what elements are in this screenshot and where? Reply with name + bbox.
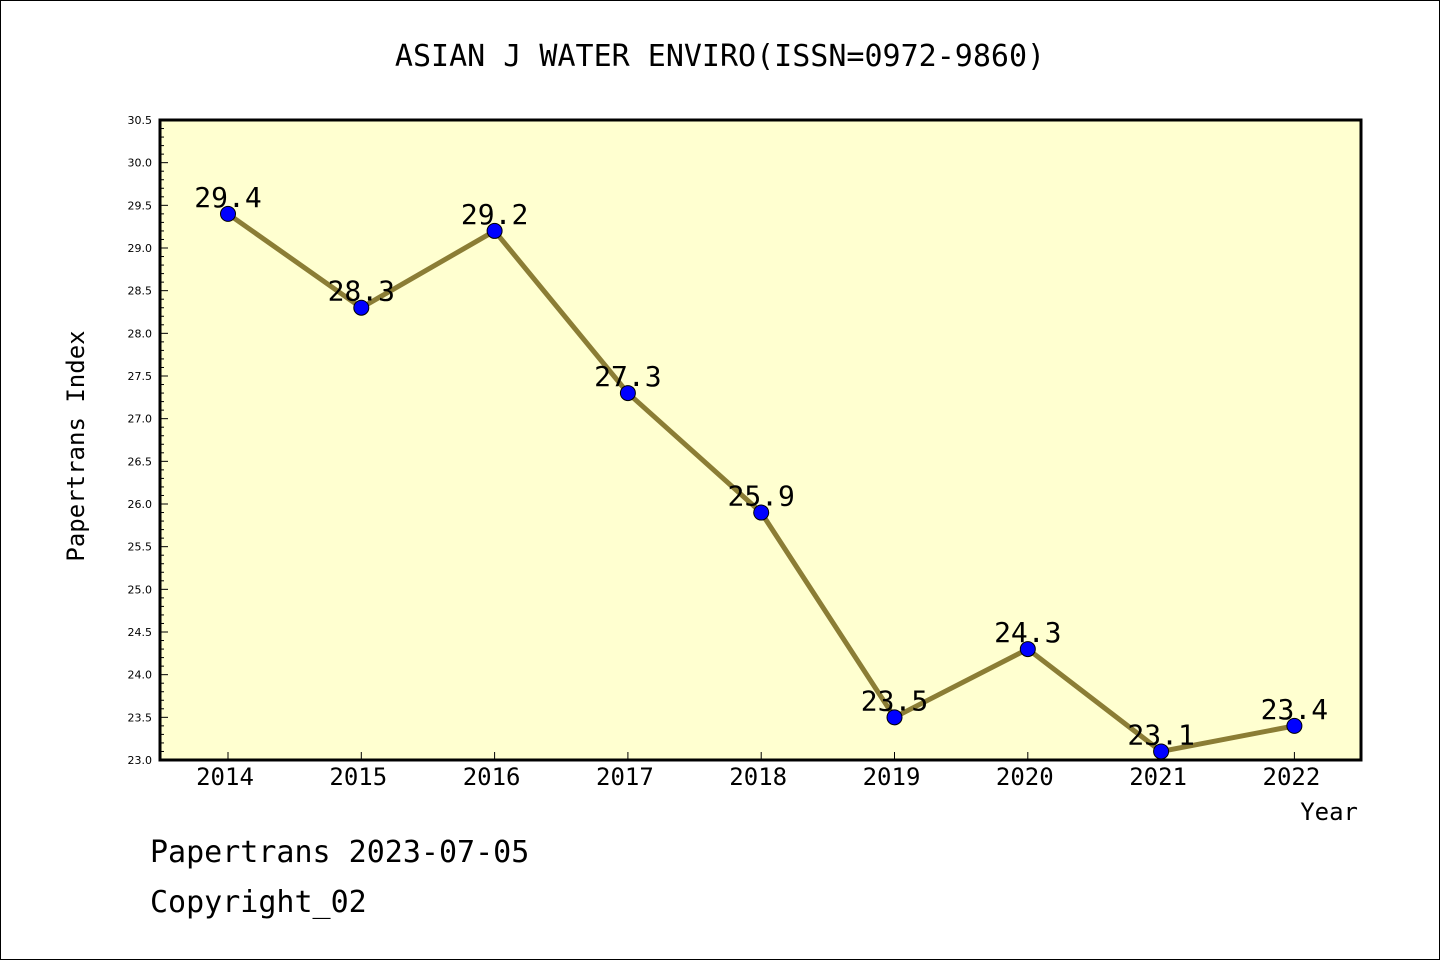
y-tick-label: 28.5 (128, 285, 153, 298)
footer-date: Papertrans 2023-07-05 (150, 835, 530, 870)
x-tick-label: 2015 (329, 763, 387, 791)
x-tick-label: 2014 (196, 763, 254, 791)
y-tick-label: 30.0 (128, 157, 153, 170)
x-axis-ticks: 2014 2015 2016 2017 2018 2019 2020 2021 2022 (196, 752, 1320, 791)
chart-title: ASIAN J WATER ENVIRO(ISSN=0972-9860) (395, 39, 1045, 74)
x-tick-label: 2019 (863, 763, 921, 791)
data-point (220, 205, 236, 222)
data-series (220, 205, 1303, 760)
data-point (353, 299, 370, 316)
data-point (753, 504, 770, 521)
data-label: 28.3 (328, 275, 395, 308)
data-labels: 29.4 28.3 29.2 27.3 25.9 23.5 24.3 23.1 23.4 (194, 181, 1328, 752)
y-tick-label: 24.0 (128, 669, 153, 682)
y-tick-label: 29.5 (128, 199, 153, 212)
y-axis-label: Papertrans Index (62, 330, 90, 561)
data-point (1153, 743, 1170, 760)
data-label: 25.9 (727, 480, 794, 513)
y-tick-label: 27.0 (128, 413, 153, 426)
data-point (619, 385, 636, 402)
y-tick-label: 25.5 (128, 541, 153, 554)
y-tick-label: 30.5 (128, 114, 153, 127)
data-label: 27.3 (594, 360, 661, 393)
data-label: 23.1 (1127, 718, 1194, 751)
x-tick-label: 2017 (596, 763, 654, 791)
y-tick-label: 29.0 (128, 242, 153, 255)
x-tick-label: 2022 (1263, 763, 1321, 791)
y-tick-label: 23.5 (128, 711, 153, 724)
y-tick-label: 23.0 (128, 754, 153, 767)
y-axis-ticks: 23.0 23.5 24.0 24.5 25.0 25.5 26.0 26.5 27.0 27.5… (128, 114, 168, 767)
data-point (1286, 717, 1303, 734)
plot-area (158, 118, 1363, 762)
y-tick-label: 27.5 (128, 370, 153, 383)
y-tick-label: 26.5 (128, 455, 153, 468)
x-tick-label: 2016 (463, 763, 521, 791)
data-label: 29.4 (194, 181, 261, 214)
x-axis-label: Year (1300, 798, 1358, 826)
y-tick-label: 28.0 (128, 327, 153, 340)
data-label: 23.5 (861, 684, 928, 717)
x-tick-label: 2020 (996, 763, 1054, 791)
data-point (486, 222, 503, 239)
x-tick-label: 2021 (1129, 763, 1187, 791)
data-label: 23.4 (1261, 693, 1328, 726)
y-tick-label: 26.0 (128, 498, 153, 511)
data-point (886, 709, 903, 726)
footer-copyright: Copyright_02 (150, 885, 367, 920)
y-tick-label: 25.0 (128, 583, 153, 596)
data-label: 24.3 (994, 616, 1061, 649)
y-tick-label: 24.5 (128, 626, 153, 639)
data-label: 29.2 (461, 198, 528, 231)
x-tick-label: 2018 (729, 763, 787, 791)
data-point (1019, 641, 1036, 658)
